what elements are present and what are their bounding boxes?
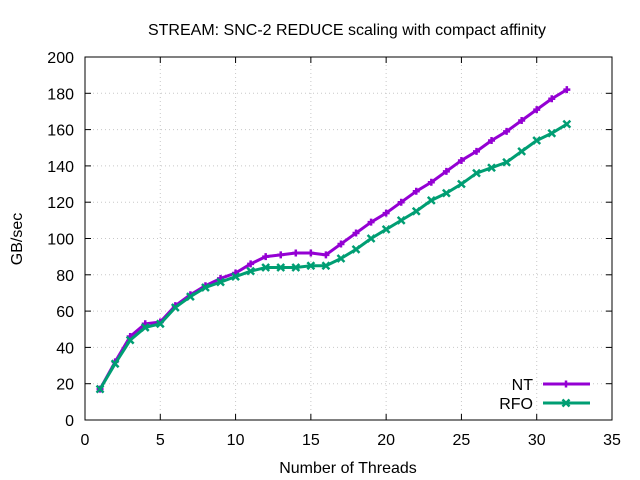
data-point-rfo — [201, 283, 210, 292]
x-tick-label: 10 — [227, 432, 245, 449]
data-point-rfo — [502, 157, 511, 167]
data-point-rfo — [291, 263, 301, 272]
data-point-rfo — [381, 225, 391, 234]
x-tick-label: 20 — [377, 432, 395, 449]
x-tick-label: 0 — [81, 432, 90, 449]
data-point-nt — [337, 240, 345, 248]
legend-label-rfo: RFO — [499, 396, 533, 413]
data-point-nt — [427, 178, 435, 186]
data-point-nt — [442, 167, 450, 175]
data-point-nt — [367, 218, 375, 226]
data-point-rfo — [261, 263, 271, 272]
data-point-rfo — [441, 188, 451, 198]
data-point-rfo — [487, 163, 496, 173]
x-tick-label: 30 — [528, 432, 546, 449]
y-tick-label: 20 — [56, 377, 74, 394]
y-tick-label: 100 — [47, 232, 74, 249]
series-line-nt — [98, 88, 568, 390]
y-tick-label: 80 — [56, 268, 74, 285]
data-point-nt — [412, 187, 420, 195]
data-point-rfo — [95, 384, 105, 394]
y-tick-label: 180 — [47, 86, 74, 103]
legend-marker-rfo — [561, 398, 571, 408]
grid-lines — [85, 57, 612, 420]
data-point-rfo — [110, 359, 120, 369]
legend: NT RFO — [499, 377, 590, 413]
data-point-nt — [292, 249, 300, 257]
x-tick-label: 25 — [453, 432, 471, 449]
data-point-rfo — [396, 215, 406, 225]
data-point-rfo — [246, 266, 256, 276]
axis-ticks: 0 5 10 15 20 25 30 35 0 20 40 60 80 100 120 140 160 180 20… — [47, 50, 621, 449]
legend-label-nt: NT — [512, 377, 534, 394]
y-axis-label: GB/sec — [9, 213, 26, 265]
data-point-nt — [277, 251, 285, 259]
data-point-nt — [457, 156, 465, 164]
data-point-rfo — [321, 261, 331, 271]
series-group — [95, 86, 572, 394]
y-tick-label: 160 — [47, 123, 74, 140]
data-point-rfo — [411, 206, 421, 216]
data-point-nt — [518, 117, 526, 125]
y-tick-label: 40 — [56, 340, 74, 357]
data-point-rfo — [170, 303, 180, 312]
data-point-rfo — [532, 136, 542, 145]
data-point-rfo — [306, 261, 316, 271]
y-tick-label: 140 — [47, 159, 74, 176]
data-point-rfo — [517, 146, 527, 156]
data-point-nt — [503, 127, 511, 135]
data-point-rfo — [547, 128, 557, 138]
data-point-rfo — [155, 319, 165, 329]
data-point-rfo — [457, 179, 466, 189]
y-tick-label: 200 — [47, 50, 74, 67]
data-point-nt — [322, 251, 330, 259]
data-point-nt — [382, 209, 390, 217]
series-rfo — [95, 119, 572, 394]
data-point-rfo — [231, 272, 240, 281]
data-point-rfo — [125, 335, 135, 345]
data-point-nt — [262, 253, 270, 261]
data-point-nt — [533, 106, 541, 114]
x-tick-label: 5 — [156, 432, 165, 449]
x-tick-label: 15 — [302, 432, 320, 449]
data-point-rfo — [366, 234, 376, 243]
x-tick-label: 35 — [603, 432, 621, 449]
data-point-rfo — [562, 119, 572, 129]
chart-title: STREAM: SNC-2 REDUCE scaling with compac… — [148, 22, 546, 39]
data-point-nt — [563, 86, 571, 94]
data-point-rfo — [216, 277, 225, 287]
data-point-nt — [488, 136, 496, 144]
data-point-rfo — [140, 323, 150, 332]
x-axis-label: Number of Threads — [279, 460, 417, 477]
data-point-nt — [247, 260, 255, 268]
y-tick-label: 0 — [65, 413, 74, 430]
data-point-rfo — [336, 254, 346, 263]
data-point-rfo — [472, 168, 481, 178]
data-point-nt — [307, 249, 315, 257]
data-point-nt — [472, 147, 480, 155]
series-nt — [96, 86, 571, 393]
data-point-nt — [397, 198, 405, 206]
data-point-nt — [352, 229, 360, 237]
y-tick-label: 120 — [47, 195, 74, 212]
data-point-rfo — [186, 292, 195, 301]
y-tick-label: 60 — [56, 304, 74, 321]
data-point-nt — [548, 95, 556, 103]
data-point-rfo — [276, 263, 286, 272]
data-point-rfo — [426, 196, 436, 205]
legend-marker-nt — [562, 380, 570, 388]
series-line-rfo — [98, 122, 568, 390]
data-point-rfo — [351, 245, 361, 254]
